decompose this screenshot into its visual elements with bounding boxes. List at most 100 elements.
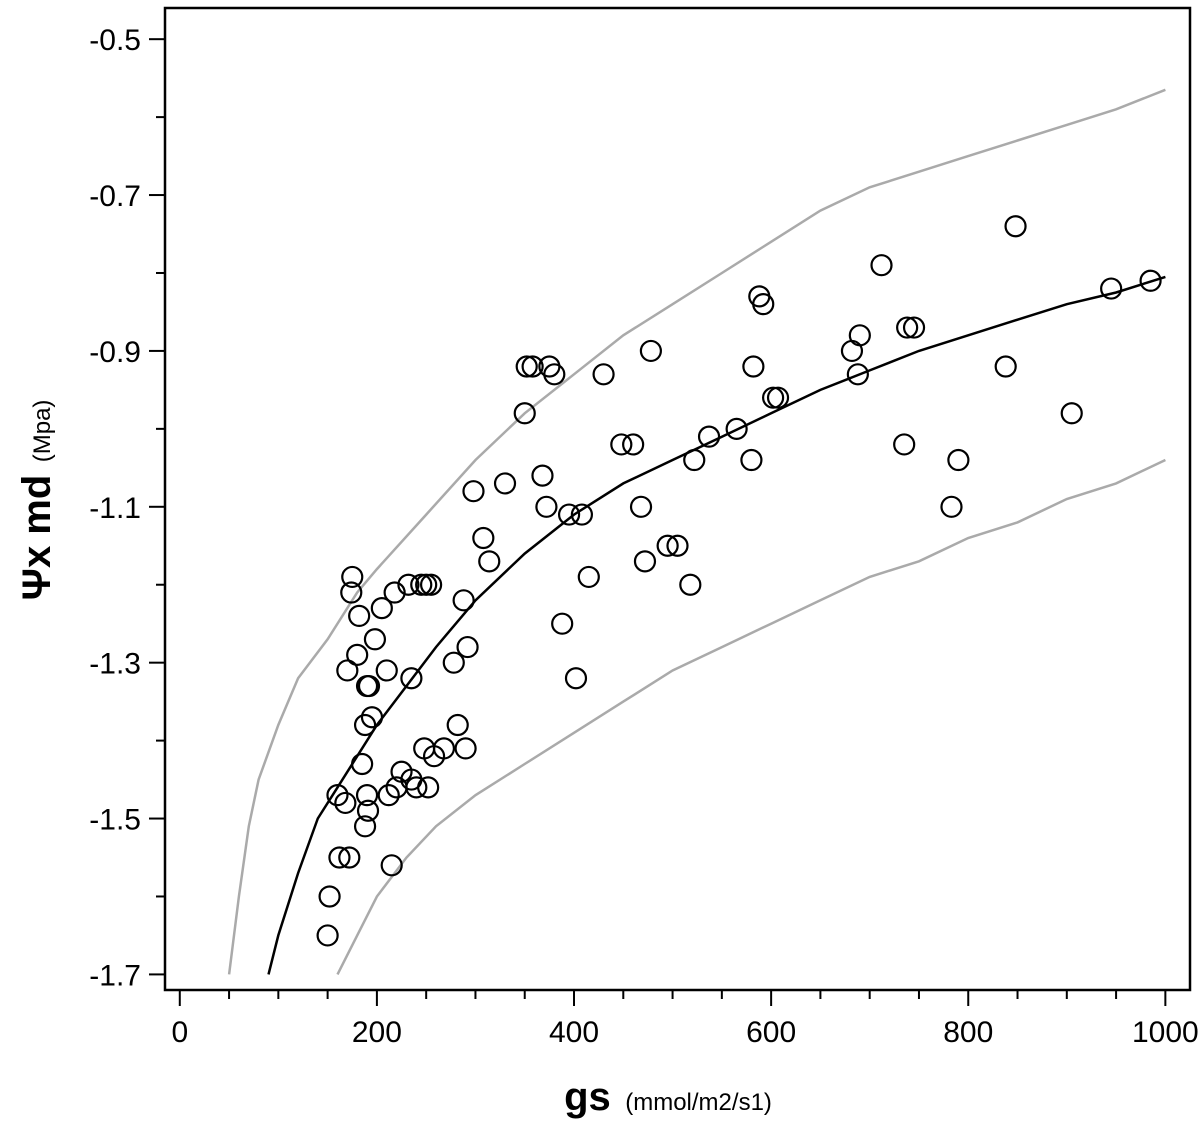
data-point [417, 776, 440, 799]
data-point [341, 565, 364, 589]
confidence-bounds [227, 88, 1166, 975]
data-point [432, 737, 456, 760]
data-point [420, 573, 443, 596]
y-axis-label-main: Ψx md [15, 475, 59, 601]
x-axis-label-unit: (mmol/m2/s1) [625, 1089, 772, 1116]
data-point [452, 589, 475, 612]
data-point [535, 495, 558, 518]
y-axis-label: Ψx md (Mpa) [15, 400, 59, 601]
x-tick-label: 800 [943, 1016, 993, 1049]
data-point [316, 924, 339, 947]
axis-ticks [149, 38, 1167, 1006]
data-point [848, 324, 871, 347]
data-point [356, 799, 380, 822]
data-point [639, 339, 662, 363]
data-point [846, 363, 869, 386]
y-tick-label: -0.7 [89, 180, 141, 213]
fit-curve [267, 275, 1166, 975]
lower-bound-curve [336, 458, 1166, 975]
data-point [478, 550, 501, 573]
data-point [577, 565, 600, 589]
data-point [334, 791, 357, 815]
data-point [543, 363, 566, 386]
data-point [629, 495, 653, 518]
data-point [338, 846, 361, 869]
x-axis-label-main: gs [564, 1075, 611, 1119]
data-point [633, 550, 657, 573]
data-point [666, 534, 689, 557]
data-point [348, 604, 371, 628]
x-tick-label: 0 [171, 1016, 188, 1049]
data-point [531, 464, 554, 487]
data-point [570, 503, 593, 526]
data-point [656, 534, 679, 557]
data-point [1004, 215, 1027, 238]
data-point [355, 784, 379, 807]
data-point [840, 339, 864, 363]
y-tick-label: -1.1 [89, 492, 141, 525]
data-point [400, 667, 423, 690]
data-point [515, 355, 538, 378]
data-point [551, 612, 574, 635]
data-point [521, 355, 544, 378]
data-point [870, 254, 893, 277]
data-point [679, 573, 702, 596]
data-point [446, 713, 469, 737]
data-point [610, 433, 633, 456]
data-point [397, 573, 420, 596]
y-tick-labels: -0.5 -0.7 -0.9 -1.1 -1.3 -1.5 -1.7 [89, 24, 141, 992]
x-tick-label: 1000 [1132, 1016, 1199, 1049]
data-point [557, 503, 581, 526]
y-tick-label: -1.3 [89, 648, 141, 681]
x-tick-label: 600 [746, 1016, 796, 1049]
data-point [377, 784, 400, 807]
data-point [375, 659, 398, 682]
data-point [742, 355, 765, 378]
data-point [1060, 402, 1083, 425]
data-point [346, 643, 369, 666]
data-point [725, 417, 748, 440]
plot-frame [163, 6, 1192, 992]
data-point [994, 355, 1017, 378]
y-axis-label-unit: (Mpa) [29, 400, 56, 463]
data-point [410, 573, 433, 596]
data-point [442, 651, 465, 674]
data-point [405, 776, 428, 799]
data-point [380, 854, 403, 877]
data-point [1139, 269, 1162, 292]
y-tick-label: -1.7 [89, 959, 141, 992]
data-point [357, 674, 381, 698]
data-point [513, 402, 536, 425]
data-point [766, 386, 790, 409]
upper-bound-curve [227, 88, 1166, 975]
data-point [363, 628, 387, 651]
data-point [683, 448, 706, 472]
data-point [902, 316, 926, 339]
x-axis-label: gs (mmol/m2/s1) [564, 1075, 772, 1119]
data-point [351, 752, 374, 776]
data-point [752, 293, 775, 316]
data-point [360, 706, 384, 729]
x-tick-labels: 0 200 400 600 800 1000 [171, 1016, 1198, 1049]
data-point [762, 386, 785, 409]
data-point [456, 635, 479, 659]
data-point [340, 581, 363, 604]
data-point [564, 667, 588, 690]
data-point [472, 526, 495, 550]
data-point [370, 597, 393, 620]
data-point [326, 784, 349, 807]
data-point [353, 713, 377, 737]
data-point [318, 885, 341, 908]
x-tick-label: 200 [352, 1016, 402, 1049]
data-point [697, 425, 721, 448]
y-tick-label: -0.5 [89, 24, 141, 57]
data-point [336, 659, 359, 682]
data-point [454, 737, 477, 760]
data-point [328, 846, 351, 869]
data-point [740, 448, 763, 472]
y-tick-label: -0.9 [89, 336, 141, 369]
data-point [415, 573, 438, 596]
data-point [592, 363, 615, 386]
data-point [462, 480, 485, 503]
